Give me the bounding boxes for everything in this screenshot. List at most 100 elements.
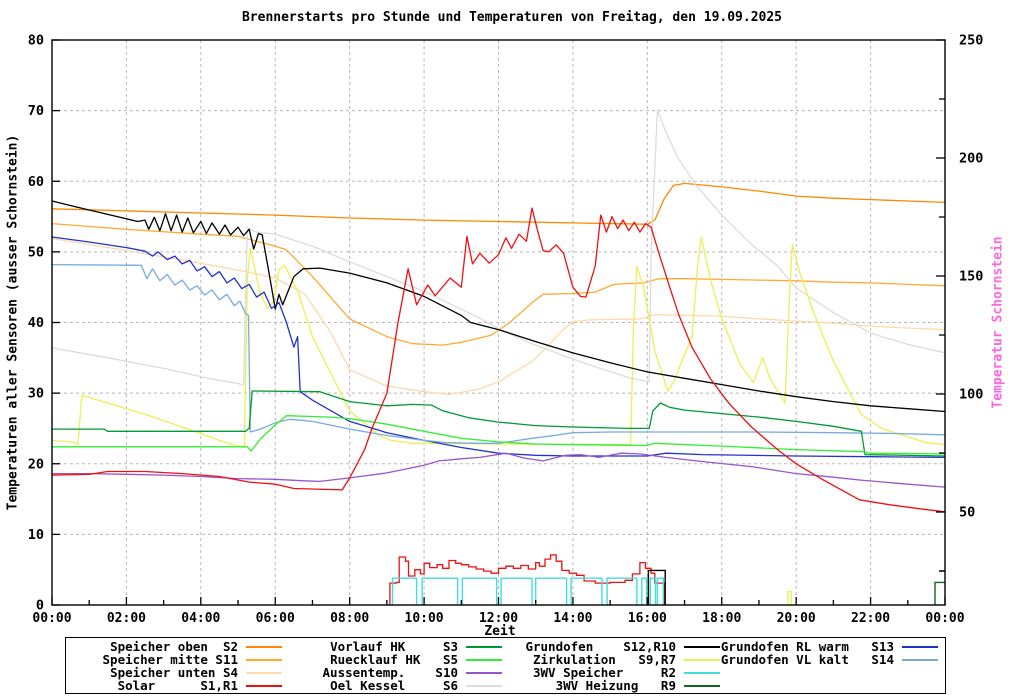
legend-label-s12: Grundofen S12,R10	[525, 639, 676, 654]
legend-label-r9: 3WV Heizung R9	[555, 678, 676, 693]
x-tick-label: 00:00	[32, 611, 71, 626]
r2-3wv-speicher	[606, 577, 638, 605]
legend-entry-s10: Aussentemp. S10	[70, 666, 502, 679]
legend-entry-s2: Speicher oben S2	[70, 640, 282, 653]
y-left-tick-label: 70	[28, 103, 44, 119]
r1-solar-pump	[389, 554, 665, 605]
legend-label-s1: Solar S1,R1	[117, 678, 238, 693]
r2-3wv-speicher	[656, 577, 664, 605]
legend-line-s9	[684, 658, 720, 661]
r2-3wv-speicher	[649, 577, 657, 605]
series-s12	[51, 200, 946, 413]
series-s2	[51, 182, 946, 225]
y-left-tick-label: 80	[28, 33, 44, 49]
legend-label-s6: Oel Kessel S6	[330, 678, 458, 693]
legend-label-s5: Ruecklauf HK S5	[330, 652, 458, 667]
y-left-tick-label: 0	[36, 598, 44, 614]
series-s4	[51, 237, 946, 396]
legend-label-s11: Speicher mitte S11	[102, 652, 238, 667]
y-right-tick-label: 250	[959, 33, 983, 49]
legend-entry-s14: Grundofen VL kalt S14	[70, 653, 938, 666]
legend-label-s3: Vorlauf HK S3	[330, 639, 458, 654]
legend-line-r2	[684, 671, 720, 674]
r2-3wv-speicher	[391, 577, 418, 605]
r9-3wv-heizung	[934, 581, 945, 605]
x-tick-label: 20:00	[777, 611, 816, 626]
legend-line-s6	[466, 684, 502, 687]
legend-label-s4: Speicher unten S4	[110, 665, 238, 680]
x-tick-label: 04:00	[181, 611, 220, 626]
r2-3wv-speicher	[421, 577, 459, 605]
legend-label-s13: Grundofen RL warm S13	[720, 639, 894, 654]
y-left-tick-label: 50	[28, 244, 44, 260]
legend-line-s1	[246, 684, 282, 687]
legend-entry-s9: Zirkulation S9,R7	[70, 653, 720, 666]
y-left-tick-label: 10	[28, 527, 44, 543]
legend-line-r9	[684, 684, 720, 687]
y-right-tick-label: 50	[959, 505, 975, 521]
r2-3wv-speicher	[570, 577, 603, 605]
series-s5	[52, 415, 946, 455]
y-right-tick-label: 200	[959, 151, 983, 167]
legend-line-s14	[902, 658, 938, 661]
r2-3wv-speicher	[461, 577, 498, 605]
legend-line-s11	[246, 658, 282, 661]
legend-entry-s3: Vorlauf HK S3	[70, 640, 502, 653]
legend-line-s3	[466, 645, 502, 648]
x-tick-label: 08:00	[330, 611, 369, 626]
r2-3wv-speicher	[535, 577, 568, 605]
legend-line-s13	[902, 645, 938, 648]
legend-label-s9: Zirkulation S9,R7	[533, 652, 676, 667]
series-s11	[51, 222, 946, 346]
x-tick-label: 18:00	[702, 611, 741, 626]
y-left-tick-label: 20	[28, 456, 44, 472]
legend-entry-s11: Speicher mitte S11	[70, 653, 282, 666]
legend-line-s10	[466, 671, 502, 674]
x-tick-label: 14:00	[553, 611, 592, 626]
legend-entry-s1: Solar S1,R1	[70, 679, 282, 692]
legend-entry-r9: 3WV Heizung R9	[70, 679, 720, 692]
legend-entry-s13: Grundofen RL warm S13	[70, 640, 938, 653]
legend-entry-s6: Oel Kessel S6	[70, 679, 502, 692]
legend-entry-s12: Grundofen S12,R10	[70, 640, 720, 653]
x-tick-label: 00:00	[925, 611, 964, 626]
legend-entry-s5: Ruecklauf HK S5	[70, 653, 502, 666]
series-s6	[51, 109, 946, 386]
x-tick-label: 16:00	[628, 611, 667, 626]
x-tick-label: 02:00	[107, 611, 146, 626]
legend-line-s5	[466, 658, 502, 661]
legend-entry-r2: 3WV Speicher R2	[70, 666, 720, 679]
legend-line-s2	[246, 645, 282, 648]
legend-line-s4	[246, 671, 282, 674]
x-tick-label: 12:00	[479, 611, 518, 626]
series-s10	[52, 452, 946, 488]
r10-grundofen	[647, 569, 666, 605]
y-left-tick-label: 40	[28, 315, 44, 331]
x-axis-label: Zeit	[484, 624, 516, 639]
series-s1	[51, 207, 946, 513]
y-left-tick-label: 60	[28, 174, 44, 190]
legend-label-r2: 3WV Speicher R2	[533, 665, 676, 680]
y-left-tick-label: 30	[28, 386, 44, 402]
y-right-tick-label: 100	[959, 387, 983, 403]
y-axis-right-label: Temperatur Schornstein	[990, 236, 1006, 409]
r7-zirkulation	[787, 590, 792, 605]
chart-title: Brennerstarts pro Stunde und Temperature…	[241, 10, 783, 25]
x-tick-label: 10:00	[405, 611, 444, 626]
y-axis-left-label: Temperaturen aller Sensoren (ausser Scho…	[5, 134, 21, 511]
legend-line-s12	[684, 645, 720, 648]
legend-label-s14: Grundofen VL kalt S14	[720, 652, 894, 667]
y-right-tick-label: 150	[959, 269, 983, 285]
r2-3wv-speicher	[641, 577, 648, 605]
x-tick-label: 22:00	[851, 611, 890, 626]
legend: Speicher oben S2 Speicher mitte S11 Speich…	[65, 637, 946, 694]
r2-3wv-speicher	[500, 577, 533, 605]
legend-label-s2: Speicher oben S2	[110, 639, 238, 654]
series-s14	[51, 263, 946, 444]
legend-entry-s4: Speicher unten S4	[70, 666, 282, 679]
series-s13	[51, 236, 946, 459]
series-s3	[52, 390, 946, 457]
legend-label-s10: Aussentemp. S10	[322, 665, 458, 680]
